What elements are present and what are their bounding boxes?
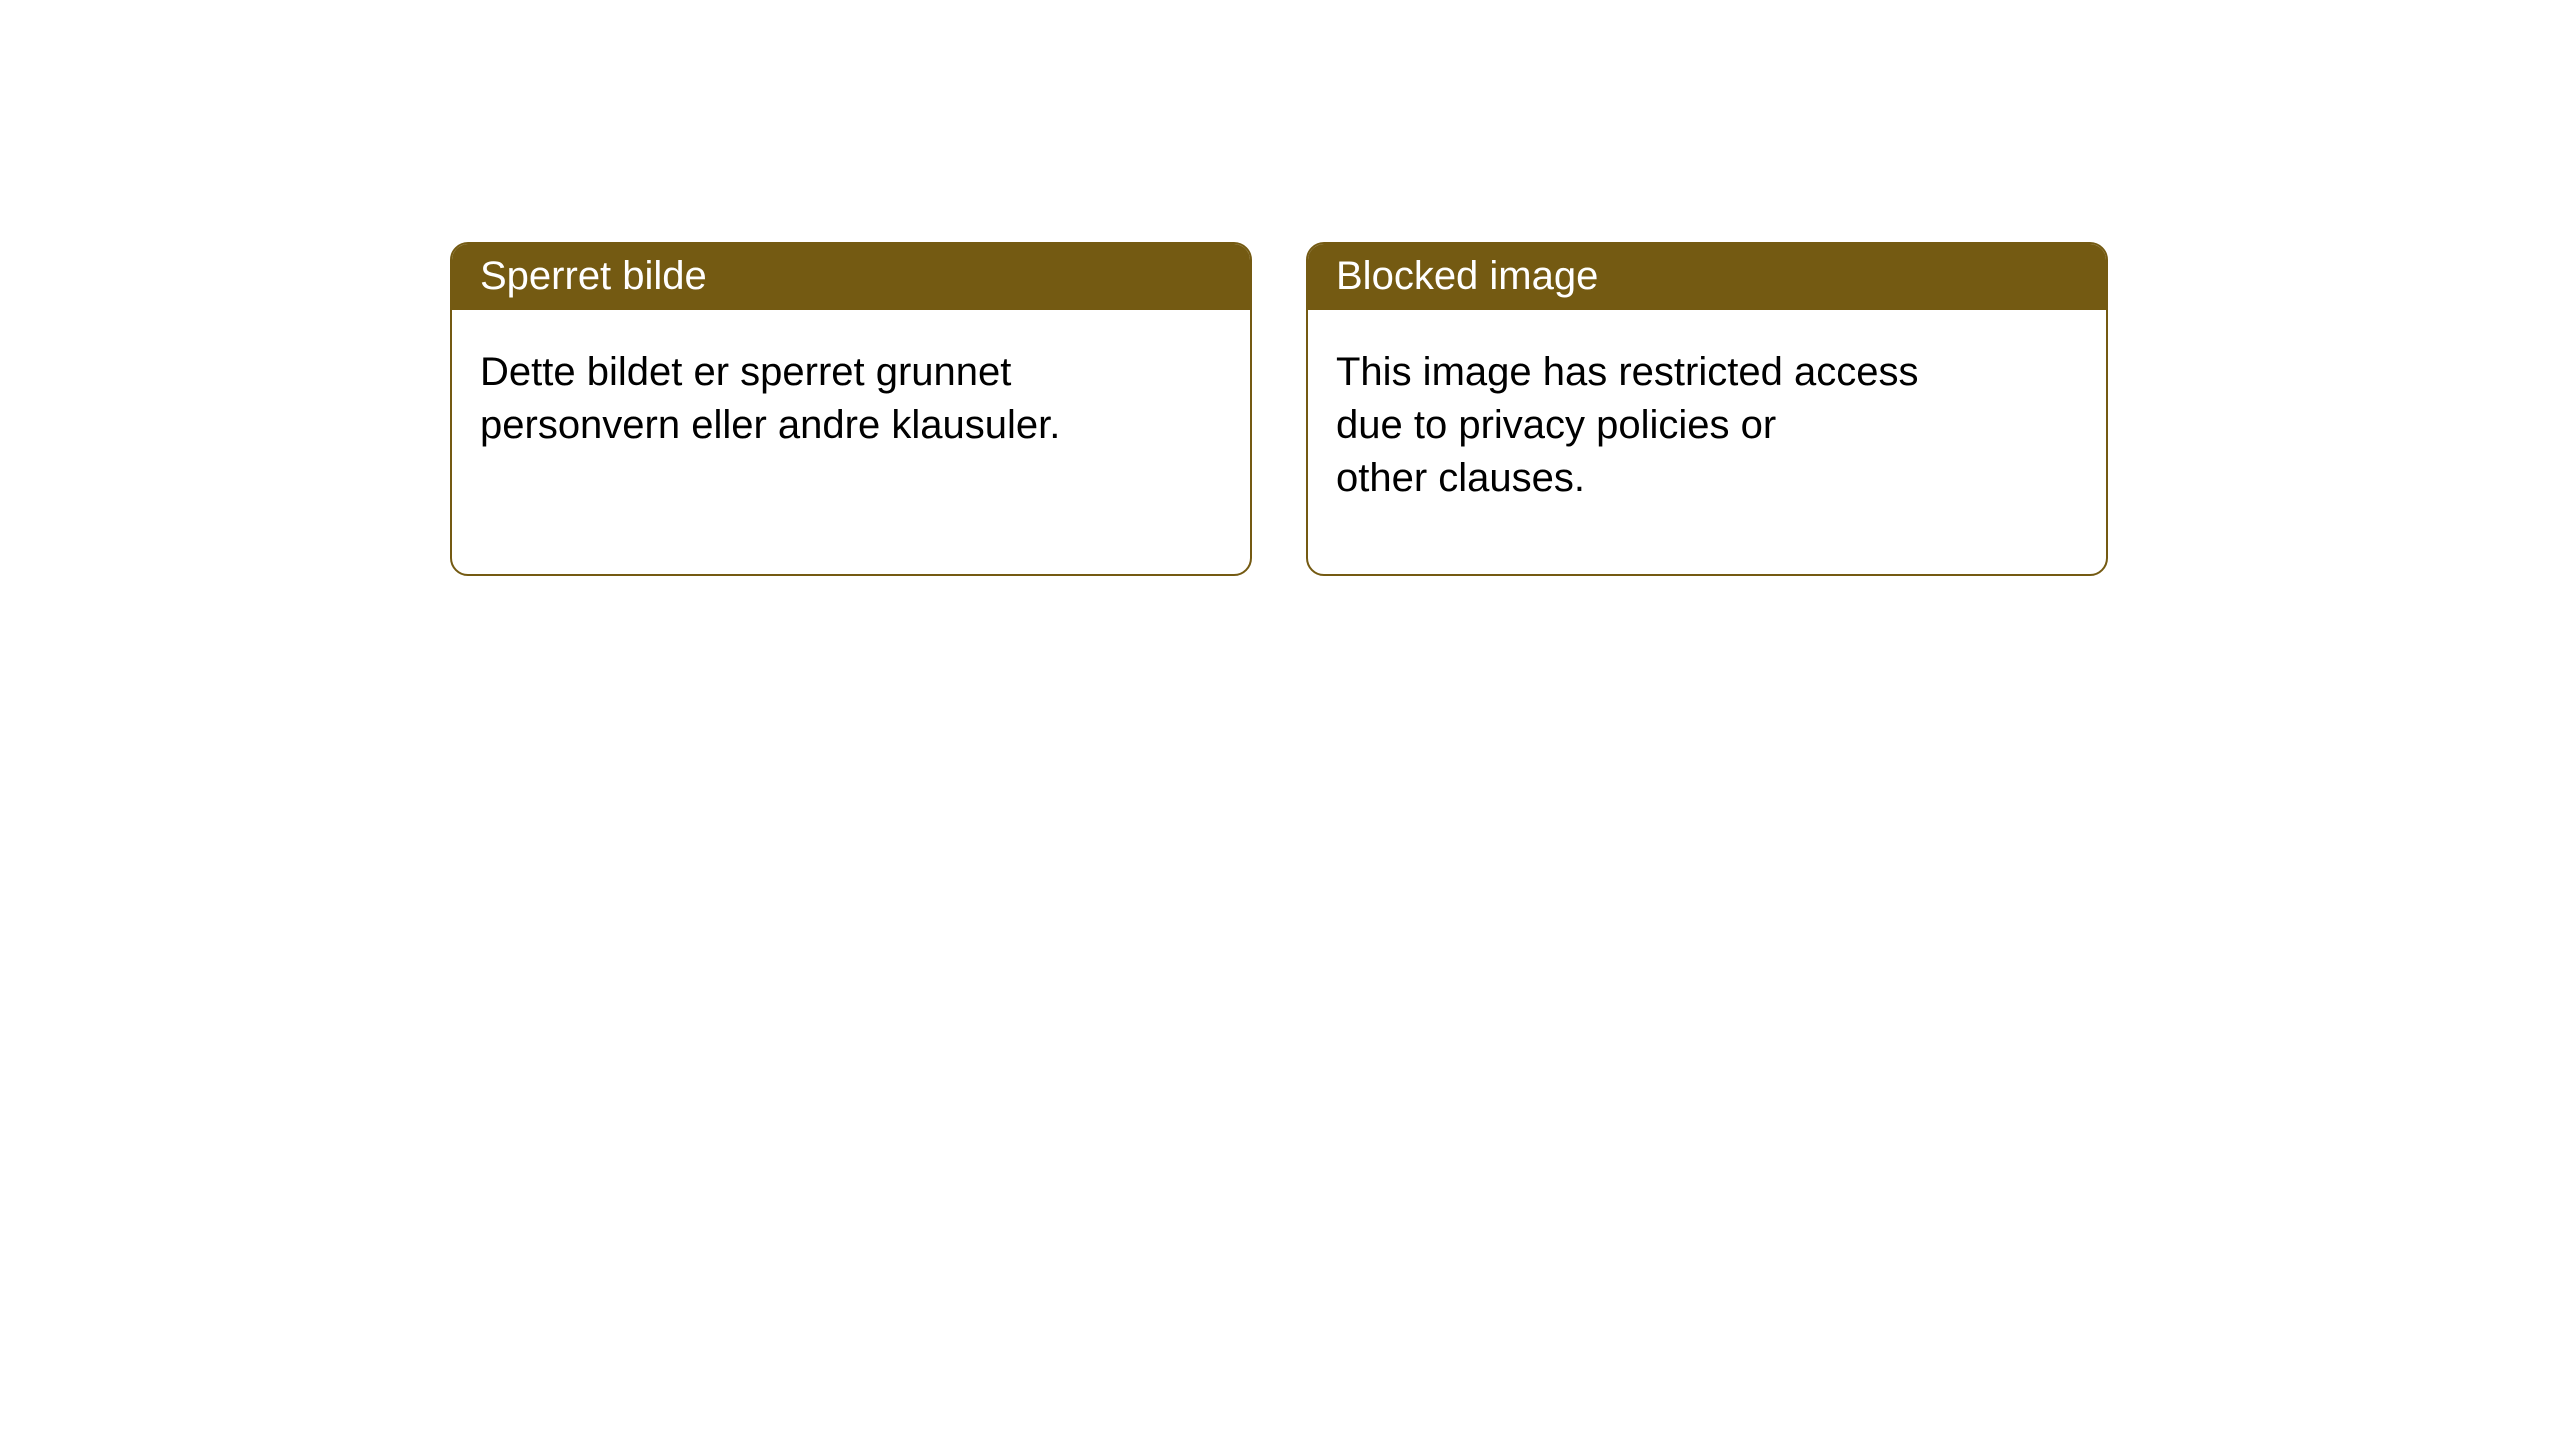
notice-card-body: Dette bildet er sperret grunnet personve… [452, 310, 1250, 522]
notice-card-title: Sperret bilde [452, 244, 1250, 310]
notice-card-row: Sperret bilde Dette bildet er sperret gr… [0, 0, 2560, 576]
notice-card-body: This image has restricted access due to … [1308, 310, 2106, 574]
notice-card-english: Blocked image This image has restricted … [1306, 242, 2108, 576]
notice-card-title: Blocked image [1308, 244, 2106, 310]
notice-card-norwegian: Sperret bilde Dette bildet er sperret gr… [450, 242, 1252, 576]
